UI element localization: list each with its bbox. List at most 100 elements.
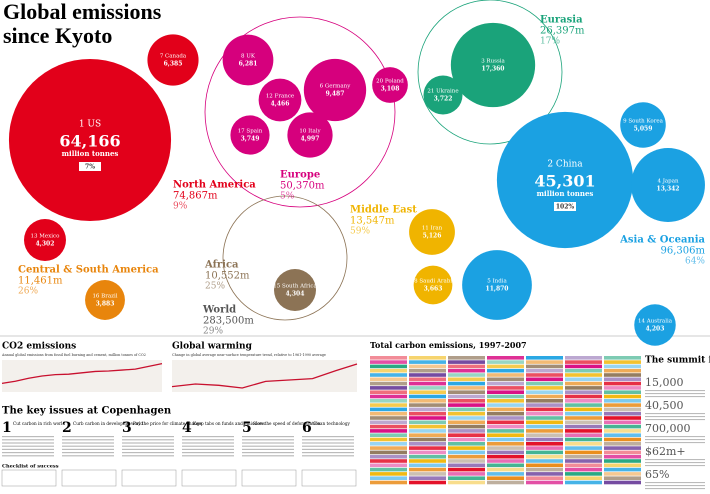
table-cell <box>370 407 407 412</box>
table-cell <box>409 476 446 480</box>
table-cell <box>565 368 602 373</box>
table-cell <box>604 424 641 429</box>
bubble-value: 3,663 <box>424 286 443 293</box>
text-line <box>645 442 705 444</box>
line <box>1 363 163 385</box>
table-cell <box>565 360 602 364</box>
text-line <box>645 419 705 421</box>
table-cell <box>370 403 407 407</box>
table-cell <box>604 442 641 446</box>
table-cell <box>487 403 524 407</box>
table-cell <box>409 429 446 433</box>
table-cell <box>604 433 641 437</box>
table-cell <box>448 446 485 450</box>
table-cell <box>370 463 407 468</box>
table-cell <box>448 386 485 390</box>
bubble-value: 6,281 <box>239 61 258 68</box>
table-cell <box>565 381 602 386</box>
region-name: Middle East <box>350 205 417 216</box>
table-cell <box>526 442 563 446</box>
table-cell <box>370 386 407 390</box>
table-cell <box>487 480 524 485</box>
text-line <box>645 488 705 490</box>
table-cell <box>409 390 446 394</box>
bubble <box>450 22 536 108</box>
table-cell <box>526 459 563 463</box>
bubble-label: 21 Ukraine <box>427 89 458 95</box>
table-cell <box>526 390 563 394</box>
text-line <box>2 455 54 457</box>
issue-number: 4 <box>182 420 192 436</box>
bubble-label: 4 Japan <box>657 179 679 185</box>
bubble-change: 102% <box>556 204 575 211</box>
text-line <box>2 448 54 450</box>
table-cell <box>409 403 446 407</box>
table-cell <box>370 467 407 472</box>
bubble-value: 3,722 <box>434 96 453 103</box>
table-cell <box>526 467 563 472</box>
bubble <box>222 34 274 86</box>
table-cell <box>409 442 446 446</box>
table-cell <box>526 394 563 399</box>
table-cell <box>604 472 641 476</box>
table-cell <box>604 420 641 425</box>
text-line <box>242 436 294 438</box>
text-line <box>182 436 234 438</box>
bubble <box>147 34 199 86</box>
table-cell <box>526 424 563 429</box>
table-cell <box>487 446 524 450</box>
region-total: 26,397m <box>540 26 585 37</box>
region-ring <box>222 195 348 321</box>
bubble-label: 6 Germany <box>320 84 352 90</box>
bubble-change: 7% <box>85 164 95 171</box>
table-cell <box>565 386 602 390</box>
table-cell <box>526 463 563 468</box>
table-cell <box>526 377 563 382</box>
table-cell <box>370 429 407 433</box>
bubble-unit: million tonnes <box>537 189 594 198</box>
table-cell <box>409 364 446 369</box>
plot-area <box>172 360 357 392</box>
table-cell <box>565 390 602 394</box>
table-cell <box>565 364 602 369</box>
table-cell <box>565 472 602 476</box>
region-change: 64% <box>685 257 705 267</box>
text-line <box>122 436 174 438</box>
table-cell <box>565 420 602 425</box>
table-cell <box>370 381 407 386</box>
table-cell <box>526 416 563 420</box>
chart-title: Global warming <box>172 342 253 352</box>
table-cell <box>448 472 485 476</box>
text-line <box>122 455 174 457</box>
text-line <box>182 442 234 444</box>
table-cell <box>409 373 446 377</box>
bubble-value: 3,749 <box>241 136 260 143</box>
bubble <box>413 265 453 305</box>
bubble-value: 4,203 <box>646 326 665 333</box>
table-cell <box>604 390 641 394</box>
table-cell <box>487 463 524 468</box>
table-cell <box>370 411 407 416</box>
table-cell <box>409 386 446 390</box>
table-cell <box>487 356 524 360</box>
table-cell <box>604 476 641 480</box>
table-cell <box>604 446 641 450</box>
bubble-label: 3 Russia <box>481 59 505 65</box>
table-cell <box>565 394 602 399</box>
text-line <box>62 455 114 457</box>
table-cell <box>370 459 407 463</box>
table-cell <box>565 411 602 416</box>
choice-box <box>61 469 117 487</box>
region-name: North America <box>173 180 256 191</box>
region-name: Europe <box>280 170 320 181</box>
chart-subtitle: Annual global emissions from fossil fuel… <box>1 353 146 357</box>
checklist-title: Checklist of success <box>2 464 59 470</box>
table-cell <box>526 411 563 416</box>
table-cell <box>448 433 485 437</box>
region-total: 11,461m <box>18 276 63 287</box>
text-line <box>182 445 234 447</box>
table-cell <box>565 424 602 429</box>
text-line <box>645 413 705 415</box>
table-cell <box>487 399 524 403</box>
table-cell <box>370 446 407 450</box>
